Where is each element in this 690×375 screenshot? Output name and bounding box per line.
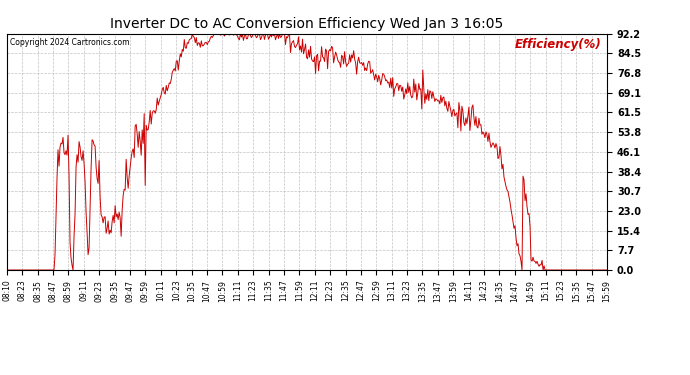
Text: Copyright 2024 Cartronics.com: Copyright 2024 Cartronics.com [10, 39, 130, 48]
Text: Efficiency(%): Efficiency(%) [515, 39, 601, 51]
Title: Inverter DC to AC Conversion Efficiency Wed Jan 3 16:05: Inverter DC to AC Conversion Efficiency … [110, 17, 504, 31]
